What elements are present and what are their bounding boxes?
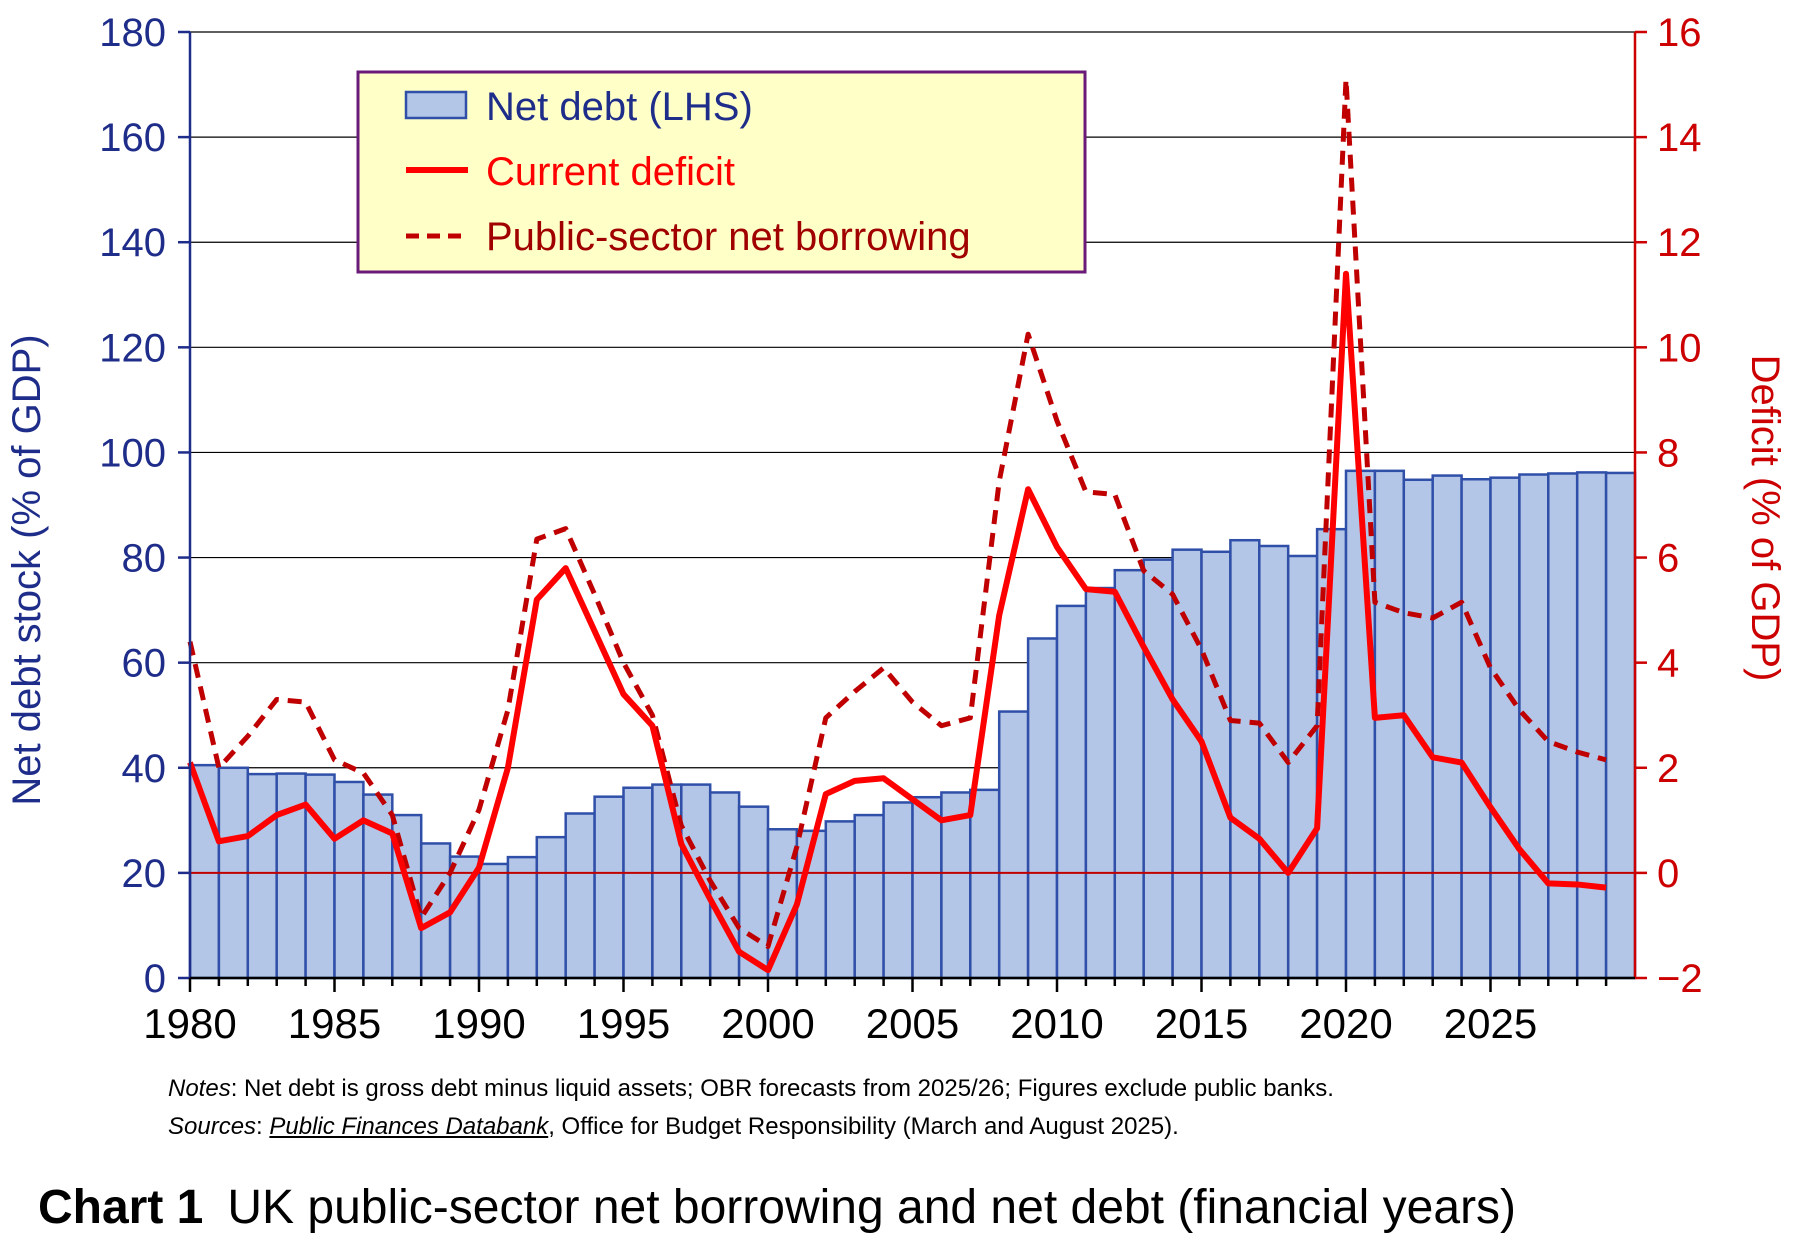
left-tick-label: 60	[122, 642, 167, 686]
notes-label: Notes	[168, 1075, 231, 1102]
chart-title: UK public-sector net borrowing and net d…	[227, 1181, 1517, 1234]
bar-2009	[1026, 637, 1059, 980]
right-axis-ticks: −2 0 2 4 6 8 10 12 14 16	[1635, 11, 1703, 1001]
bar-2022	[1402, 478, 1434, 980]
bar-1993	[564, 812, 596, 980]
left-tick-label: 0	[144, 957, 166, 1001]
bar-2014	[1171, 548, 1203, 980]
right-tick-label: 10	[1657, 326, 1702, 370]
bar-2010	[1055, 604, 1088, 980]
legend-label-net-debt: Net debt (LHS)	[486, 85, 753, 129]
bar-2002	[824, 820, 856, 980]
bar-1991	[506, 855, 539, 980]
bar-1992	[535, 835, 567, 980]
notes-text: : Net debt is gross debt minus liquid as…	[230, 1075, 1334, 1102]
deficit-lines	[187, 76, 1607, 974]
notes-line: Notes: Net debt is gross debt minus liqu…	[168, 1075, 1768, 1103]
left-tick-label: 80	[122, 537, 167, 581]
bar-2004	[882, 801, 914, 980]
bar-1995	[622, 786, 654, 980]
right-tick-label: −2	[1657, 957, 1703, 1001]
bar-2026	[1518, 473, 1550, 980]
right-tick-label: 12	[1657, 221, 1702, 265]
current-deficit-line	[187, 270, 1607, 974]
x-tick-label: 2020	[1299, 1000, 1392, 1047]
right-tick-label: 2	[1657, 747, 1679, 791]
right-tick-label: 0	[1657, 852, 1679, 896]
x-tick-label: 2010	[1010, 1000, 1103, 1047]
left-axis-title: Net debt stock (% of GDP)	[5, 334, 49, 805]
bar-2007	[969, 788, 1001, 980]
bar-2006	[940, 791, 972, 980]
left-axis-ticks: 0 20 40 60 80 100 120 140 160 180	[99, 11, 190, 1001]
left-tick-label: 100	[99, 431, 166, 475]
bar-2013	[1142, 558, 1174, 980]
left-tick-label: 20	[122, 852, 167, 896]
bar-2025	[1489, 476, 1521, 980]
right-tick-label: 6	[1657, 537, 1679, 581]
sources-label: Sources	[168, 1113, 257, 1140]
bar-2017	[1258, 544, 1290, 980]
legend-label-net-borrowing: Public-sector net borrowing	[486, 215, 971, 259]
chart-caption: Chart 1 UK public-sector net borrowing an…	[38, 1180, 1516, 1235]
bar-2018	[1286, 554, 1319, 980]
x-axis-ticks: 1980 1985 1990 1995 2000 2005 2010 2015 2020 2025	[143, 978, 1608, 1047]
bar-2016	[1229, 538, 1261, 980]
bar-2029	[1604, 471, 1637, 980]
net-borrowing-line	[187, 76, 1607, 949]
right-axis-title: Deficit (% of GDP)	[1743, 355, 1787, 682]
left-tick-label: 40	[122, 747, 167, 791]
bar-1996	[651, 783, 683, 980]
bar-2024	[1460, 477, 1492, 980]
x-tick-label: 1980	[143, 1000, 236, 1047]
legend-label-current-deficit: Current deficit	[486, 150, 735, 194]
bar-1997	[680, 783, 712, 980]
right-tick-label: 8	[1657, 431, 1679, 475]
left-tick-label: 180	[99, 11, 166, 55]
left-tick-label: 140	[99, 221, 166, 265]
bar-2008	[997, 710, 1030, 980]
bar-2003	[853, 813, 885, 980]
bar-2005	[911, 795, 943, 980]
bar-1994	[593, 795, 625, 980]
chart-number: Chart 1	[38, 1181, 204, 1234]
x-tick-label: 1995	[577, 1000, 670, 1047]
left-tick-label: 160	[99, 116, 166, 160]
sources-link[interactable]: Public Finances Databank	[269, 1113, 549, 1140]
right-tick-label: 14	[1657, 116, 1702, 160]
x-tick-label: 2025	[1444, 1000, 1537, 1047]
sources-line: Sources: Public Finances Databank, Offic…	[168, 1113, 1768, 1141]
bar-1985	[333, 780, 365, 980]
bar-1999	[737, 805, 770, 980]
x-tick-label: 1985	[288, 1000, 381, 1047]
bar-2028	[1575, 471, 1608, 980]
x-tick-label: 1990	[432, 1000, 525, 1047]
x-tick-label: 2015	[1155, 1000, 1248, 1047]
sources-separator: :	[256, 1113, 270, 1140]
bar-1982	[246, 772, 278, 980]
right-tick-label: 16	[1657, 11, 1702, 55]
bar-2027	[1547, 472, 1579, 980]
legend: Net debt (LHS) Current deficit Public-se…	[356, 70, 1087, 274]
bar-2011	[1084, 586, 1117, 980]
sources-text: , Office for Budget Responsibility (Marc…	[548, 1113, 1179, 1140]
bar-1990	[477, 862, 510, 980]
legend-box	[356, 70, 1087, 274]
bar-2021	[1373, 469, 1406, 980]
left-tick-label: 120	[99, 326, 166, 370]
legend-swatch-net-debt	[404, 90, 468, 120]
bar-2012	[1113, 568, 1145, 980]
net-debt-bars	[188, 469, 1637, 980]
bar-2023	[1431, 474, 1463, 980]
bar-2015	[1200, 550, 1232, 980]
x-tick-label: 2000	[721, 1000, 814, 1047]
x-tick-label: 2005	[866, 1000, 959, 1047]
right-tick-label: 4	[1657, 642, 1679, 686]
